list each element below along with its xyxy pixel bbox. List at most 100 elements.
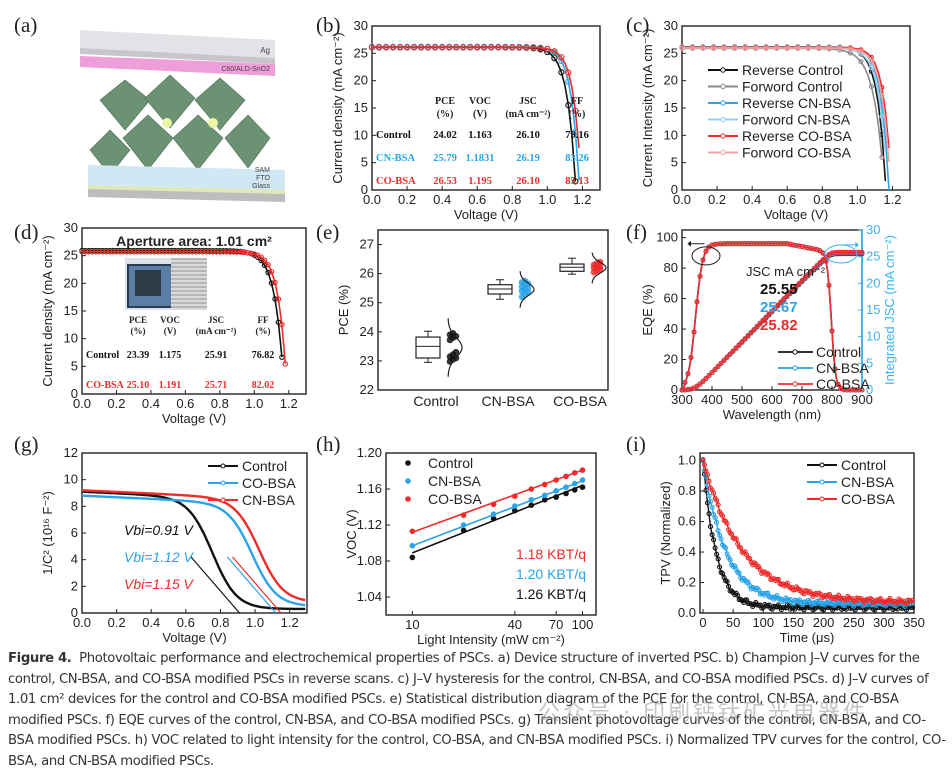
data-point xyxy=(213,249,220,255)
x-tick-label: 350 xyxy=(903,615,925,630)
data-point xyxy=(796,243,802,249)
x-tick-label: 0 xyxy=(699,615,706,630)
table-header-unit: (V) xyxy=(473,109,487,120)
x-tick-label: 200 xyxy=(813,615,835,630)
data-point xyxy=(742,45,748,51)
data-point xyxy=(272,296,278,302)
data-point xyxy=(700,257,706,263)
data-point xyxy=(403,44,411,51)
table-row-label: CO-BSA xyxy=(376,176,416,187)
y-right-tick-label: 0 xyxy=(866,382,873,397)
data-point xyxy=(424,44,432,51)
data-point xyxy=(715,502,721,508)
data-point xyxy=(490,515,497,522)
x-axis-label: Voltage (V) xyxy=(162,411,226,426)
data-point xyxy=(704,472,711,478)
data-point xyxy=(859,249,865,255)
data-point xyxy=(282,361,289,367)
x-tick-label: 0.6 xyxy=(177,615,195,630)
x-tick-label: 0.8 xyxy=(813,192,831,207)
y-tick-label: 0 xyxy=(671,182,678,197)
table-cell: 26.53 xyxy=(433,176,457,187)
data-point xyxy=(268,268,275,275)
data-point xyxy=(563,490,569,497)
legend-label: CN-BSA xyxy=(428,473,482,489)
y-tick-label: 1.04 xyxy=(357,589,382,604)
data-point xyxy=(110,248,116,255)
linear-fit-line xyxy=(232,556,282,614)
y-tick-label: 1.16 xyxy=(357,481,382,496)
data-point xyxy=(127,248,133,255)
data-point xyxy=(727,557,733,563)
data-point xyxy=(799,244,805,250)
data-point xyxy=(481,44,488,51)
table-header: JSC xyxy=(208,315,224,325)
data-point xyxy=(682,379,688,386)
legend-label: Reverse Control xyxy=(742,62,843,78)
series-line xyxy=(82,490,306,611)
legend-label: CO-BSA xyxy=(841,491,895,507)
x-tick-label: 100 xyxy=(752,615,774,630)
data-point xyxy=(106,248,113,255)
data-point xyxy=(685,371,691,377)
device-structure-diagram: Ag C60/ALD-SnO2 SAM FTO Glass xyxy=(80,30,285,202)
y-right-tick-label: 20 xyxy=(866,275,880,290)
legend-label: Forword CN-BSA xyxy=(742,112,851,128)
data-point xyxy=(439,44,446,51)
table-header-unit: (V) xyxy=(164,326,177,336)
chart-b-jv-champion: 0.0 0.2 0.4 0.6 0.8 1.0 1.2 0 5 10 15 20 25 30 Voltage… xyxy=(330,18,601,222)
ag-layer xyxy=(80,30,275,58)
data-point xyxy=(700,456,706,463)
data-point xyxy=(248,250,254,256)
y-right-tick-label: 10 xyxy=(866,329,880,344)
data-point xyxy=(93,248,99,255)
data-point xyxy=(258,257,264,264)
data-point xyxy=(850,387,856,393)
y-tick-label: 1.0 xyxy=(678,453,696,468)
data-point xyxy=(553,488,559,494)
y-tick-label: 0 xyxy=(671,382,678,397)
data-point xyxy=(709,242,715,248)
data-point xyxy=(784,293,790,299)
table-header-unit: (%) xyxy=(569,109,586,120)
data-point xyxy=(134,248,140,255)
integrated-jsc-line xyxy=(682,251,862,391)
x-tick-label: 0.4 xyxy=(743,192,761,207)
legend-label: CO-BSA xyxy=(242,475,296,491)
data-point xyxy=(541,481,548,488)
data-point xyxy=(563,473,569,480)
data-point xyxy=(234,249,240,255)
data-point xyxy=(721,357,727,363)
data-point xyxy=(820,257,826,263)
data-point xyxy=(382,44,390,51)
annotation-circle-left xyxy=(691,246,721,266)
table-cell: 1.1831 xyxy=(466,153,495,164)
data-point xyxy=(753,45,759,51)
table-header: VOC xyxy=(469,96,491,107)
y-tick-label: 0 xyxy=(71,605,78,620)
data-point xyxy=(258,254,264,260)
x-axis-label: Voltage (V) xyxy=(764,207,828,222)
data-point xyxy=(223,249,230,255)
x-tick-label: 40 xyxy=(508,617,522,632)
table-cell: 26.10 xyxy=(516,176,540,187)
table-cell: 25.10 xyxy=(127,380,150,391)
y-tick-label: 25 xyxy=(360,295,374,310)
data-point xyxy=(711,537,717,543)
data-point xyxy=(706,372,712,379)
data-point xyxy=(711,45,717,51)
data-point xyxy=(727,241,733,247)
data-point xyxy=(279,321,285,328)
data-point xyxy=(742,336,748,342)
plot-frame xyxy=(699,452,915,614)
data-point xyxy=(805,45,811,51)
data-point xyxy=(766,241,772,247)
legend-label: Forword Control xyxy=(742,79,842,95)
data-point xyxy=(431,44,439,51)
data-point xyxy=(757,320,763,326)
data-point xyxy=(841,387,847,393)
data-point xyxy=(460,512,467,518)
data-point xyxy=(460,522,467,528)
data-point xyxy=(811,265,817,272)
legend-label: Forword CO-BSA xyxy=(742,145,852,161)
